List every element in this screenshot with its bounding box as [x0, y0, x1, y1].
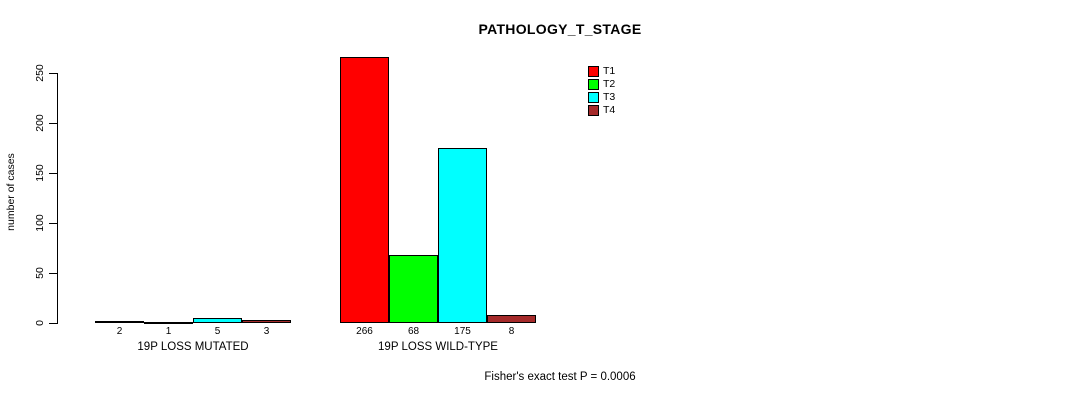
- bar-value-label: 175: [454, 326, 471, 337]
- bar-t1-group1: [95, 321, 144, 323]
- bar-value-label: 2: [116, 326, 123, 337]
- y-tick-label: 50: [34, 267, 46, 279]
- y-axis-tick: [49, 223, 57, 224]
- bar-t3-group1: [193, 318, 242, 323]
- bar-value-label: 5: [214, 326, 221, 337]
- fisher-test-annotation: Fisher's exact test P = 0.0006: [484, 371, 636, 383]
- y-axis: [57, 73, 58, 324]
- legend-color-swatch-t1: [588, 66, 599, 77]
- legend-label: T1: [603, 65, 616, 77]
- legend-label: T3: [603, 91, 616, 103]
- y-tick-label: 100: [34, 214, 46, 232]
- category-label: 19P LOSS MUTATED: [137, 341, 249, 353]
- bar-value-label: 68: [407, 326, 420, 337]
- y-axis-tick: [49, 323, 57, 324]
- y-axis-tick: [49, 173, 57, 174]
- legend-color-swatch-t2: [588, 79, 599, 90]
- y-tick-label: 250: [34, 64, 46, 82]
- legend-item-t3: T3: [588, 92, 615, 103]
- chart-title: PATHOLOGY_T_STAGE: [478, 21, 642, 37]
- y-axis-tick: [49, 273, 57, 274]
- y-axis-title: number of cases: [5, 153, 17, 231]
- legend-label: T2: [603, 78, 616, 90]
- bar-value-label: 266: [356, 326, 373, 337]
- y-tick-label: 0: [34, 320, 46, 326]
- bar-t2-group1: [144, 322, 193, 324]
- legend-label: T4: [603, 104, 616, 116]
- y-axis-tick: [49, 123, 57, 124]
- y-axis-tick: [49, 73, 57, 74]
- legend-item-t1: T1: [588, 66, 615, 77]
- bar-t2-group2: [389, 255, 438, 323]
- bar-value-label: 3: [263, 326, 270, 337]
- legend-color-swatch-t3: [588, 92, 599, 103]
- legend-color-swatch-t4: [588, 105, 599, 116]
- bar-t4-group2: [487, 315, 536, 323]
- legend-item-t4: T4: [588, 105, 615, 116]
- bar-value-label: 1: [165, 326, 172, 337]
- bar-t4-group1: [242, 320, 291, 323]
- bar-value-label: 8: [508, 326, 515, 337]
- bar-t1-group2: [340, 57, 389, 323]
- y-tick-label: 200: [34, 114, 46, 132]
- category-label: 19P LOSS WILD-TYPE: [378, 341, 498, 353]
- y-tick-label: 150: [34, 164, 46, 182]
- bar-t3-group2: [438, 148, 487, 323]
- legend-item-t2: T2: [588, 79, 615, 90]
